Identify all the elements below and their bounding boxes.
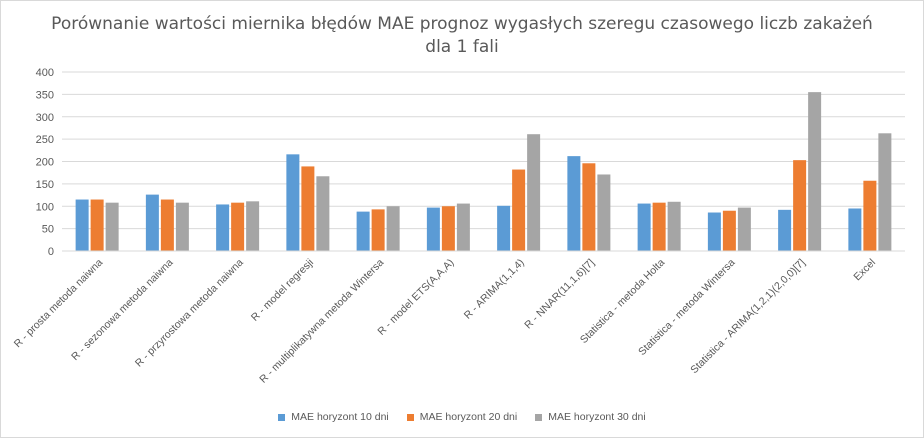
bar	[231, 202, 245, 251]
x-tick-label: R - model ETS(A,A,A)	[375, 257, 456, 338]
bar	[863, 180, 877, 251]
x-tick-label: R - model regresji	[249, 257, 316, 324]
bar	[301, 166, 315, 251]
legend-label: MAE horyzont 30 dni	[548, 411, 646, 423]
x-tick-label: Statistica - ARIMA(1,2,1)(2,0,0)[7]	[688, 257, 808, 377]
bar	[667, 201, 681, 251]
legend-label: MAE horyzont 20 dni	[419, 411, 518, 423]
legend-item: MAE horyzont 10 dni	[278, 411, 389, 423]
y-tick-label: 150	[36, 179, 54, 191]
bar	[105, 202, 119, 251]
x-tick-label: R - NNAR(11,1,6)[7]	[522, 257, 597, 332]
legend-item: MAE horyzont 30 dni	[535, 411, 646, 423]
y-tick-label: 350	[36, 89, 54, 101]
y-tick-label: 200	[36, 157, 54, 169]
bar	[426, 207, 440, 251]
bar	[567, 156, 581, 251]
bar	[497, 205, 511, 251]
bar	[582, 163, 596, 251]
y-tick-label: 250	[36, 134, 54, 146]
bar	[386, 206, 400, 251]
bar	[456, 203, 470, 251]
bar	[145, 194, 159, 251]
legend-swatch	[406, 413, 414, 421]
y-tick-label: 300	[36, 112, 54, 124]
bar	[597, 174, 611, 251]
legend-label: MAE horyzont 10 dni	[291, 411, 389, 423]
bar	[848, 208, 862, 251]
y-tick-label: 50	[42, 224, 54, 236]
bar	[778, 209, 792, 251]
bar	[90, 199, 104, 251]
bar	[527, 134, 541, 251]
y-tick-label: 0	[48, 246, 54, 258]
bar	[652, 202, 666, 251]
bar	[878, 133, 892, 251]
chart-legend: MAE horyzont 10 dni MAE horyzont 20 dni MA…	[0, 411, 924, 423]
bar	[512, 169, 526, 251]
legend-swatch	[278, 413, 286, 421]
legend-item: MAE horyzont 20 dni	[406, 411, 518, 423]
y-tick-label: 100	[36, 201, 54, 213]
bar	[216, 204, 230, 251]
bar	[793, 160, 807, 251]
bar	[160, 199, 174, 251]
bar	[175, 202, 189, 251]
bar	[707, 212, 721, 251]
bar	[286, 154, 300, 251]
x-tick-label: Excel	[851, 257, 878, 284]
y-tick-label: 400	[36, 67, 54, 79]
x-tick-label: R - multiplikatywna metoda Wintersa	[257, 257, 386, 386]
bar	[737, 207, 751, 251]
bar	[75, 199, 89, 251]
bar	[246, 201, 260, 251]
bar	[316, 176, 330, 251]
chart-title-line-2: dla 1 fali	[425, 37, 499, 57]
bar	[441, 206, 455, 251]
bar	[808, 92, 822, 251]
bar	[356, 211, 370, 251]
bar	[637, 203, 651, 251]
chart-title-line-1: Porównanie wartości miernika błędów MAE …	[51, 14, 873, 34]
legend-swatch	[535, 413, 543, 421]
x-tick-label: R - ARIMA(1,1,4)	[462, 257, 527, 322]
bar	[722, 210, 736, 251]
bar	[371, 209, 385, 251]
